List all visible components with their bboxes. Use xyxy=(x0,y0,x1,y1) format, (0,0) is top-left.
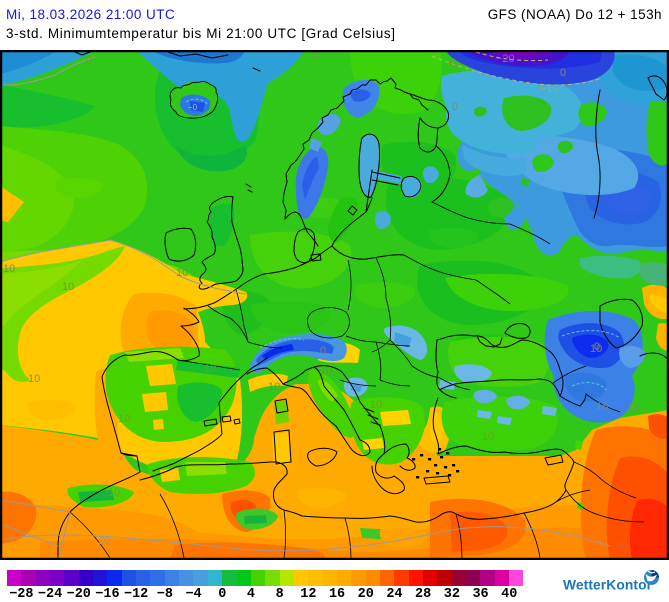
svg-text:16: 16 xyxy=(596,401,608,413)
svg-text:0: 0 xyxy=(594,341,600,353)
svg-text:10: 10 xyxy=(108,487,120,499)
svg-text:10: 10 xyxy=(204,363,216,375)
svg-text:10: 10 xyxy=(28,373,40,385)
svg-text:0: 0 xyxy=(312,51,318,63)
svg-text:10: 10 xyxy=(590,343,602,355)
svg-text:10: 10 xyxy=(3,263,15,275)
svg-text:10: 10 xyxy=(268,381,280,393)
svg-text:−10: −10 xyxy=(540,83,559,95)
svg-text:−0: −0 xyxy=(188,103,198,112)
svg-text:0: 0 xyxy=(560,67,566,79)
svg-text:10: 10 xyxy=(320,365,332,377)
svg-text:WetterKontor: WetterKontor xyxy=(563,578,653,593)
svg-text:10: 10 xyxy=(62,281,74,293)
svg-text:0: 0 xyxy=(452,101,458,113)
svg-text:0: 0 xyxy=(320,345,326,357)
svg-text:10: 10 xyxy=(370,399,382,411)
svg-text:−20: −20 xyxy=(496,53,515,65)
svg-text:10: 10 xyxy=(482,431,494,443)
svg-text:20: 20 xyxy=(98,535,110,547)
svg-text:20: 20 xyxy=(616,541,628,553)
svg-text:10: 10 xyxy=(627,403,639,415)
svg-text:0: 0 xyxy=(450,57,456,69)
svg-text:0: 0 xyxy=(86,55,92,67)
svg-text:10: 10 xyxy=(118,413,130,425)
svg-text:10: 10 xyxy=(176,267,188,279)
